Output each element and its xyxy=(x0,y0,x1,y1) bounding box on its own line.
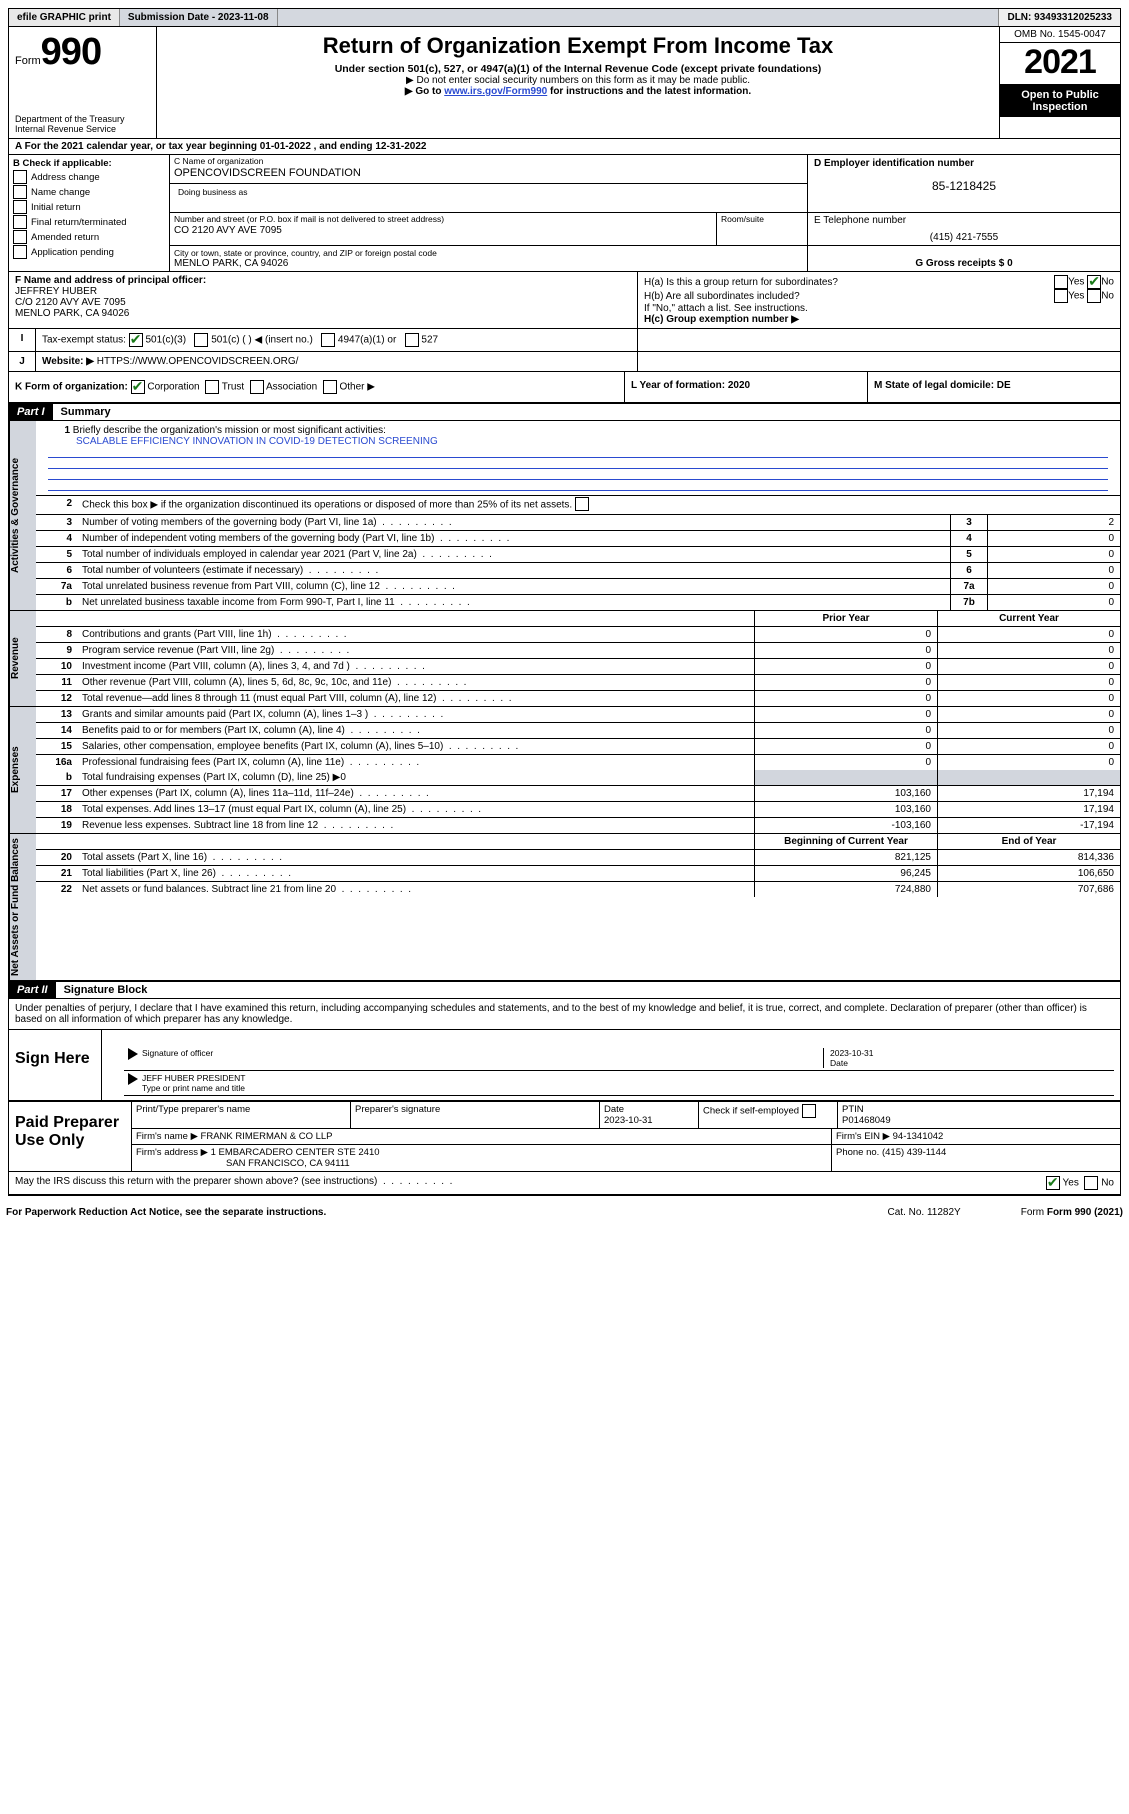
gov-row-5: 5 Total number of individuals employed i… xyxy=(36,547,1120,563)
row-9: 9 Program service revenue (Part VIII, li… xyxy=(36,643,1120,659)
dln: DLN: 93493312025233 xyxy=(999,9,1120,26)
chk-4947[interactable] xyxy=(321,333,335,347)
row-19: 19 Revenue less expenses. Subtract line … xyxy=(36,818,1120,833)
paid-preparer-label: Paid Preparer Use Only xyxy=(9,1102,132,1171)
sign-here-label: Sign Here xyxy=(9,1030,102,1100)
section-c-street: Number and street (or P.O. box if mail i… xyxy=(170,213,717,245)
chk-app-pending[interactable] xyxy=(13,245,27,259)
row-17: 17 Other expenses (Part IX, column (A), … xyxy=(36,786,1120,802)
form-id-box: Form990 Department of the Treasury Inter… xyxy=(9,27,157,138)
ha-no[interactable] xyxy=(1087,275,1101,289)
section-f: F Name and address of principal officer:… xyxy=(9,272,638,328)
governance-label: Activities & Governance xyxy=(9,421,36,610)
chk-name-change[interactable] xyxy=(13,185,27,199)
section-d: D Employer identification number 85-1218… xyxy=(808,155,1120,212)
end-year-hdr: End of Year xyxy=(937,834,1120,849)
chk-assoc[interactable] xyxy=(250,380,264,394)
chk-501c[interactable] xyxy=(194,333,208,347)
gov-row-b: b Net unrelated business taxable income … xyxy=(36,595,1120,610)
omb: OMB No. 1545-0047 xyxy=(1000,27,1120,43)
form-title: Return of Organization Exempt From Incom… xyxy=(165,33,991,59)
ha-yes[interactable] xyxy=(1054,275,1068,289)
chk-self-employed[interactable] xyxy=(802,1104,816,1118)
open-public: Open to Public Inspection xyxy=(1000,85,1120,117)
chk-501c3[interactable] xyxy=(129,333,143,347)
section-b: B Check if applicable: Address change Na… xyxy=(9,155,170,271)
title-center: Return of Organization Exempt From Incom… xyxy=(157,27,999,138)
section-j: Website: ▶ HTTPS://WWW.OPENCOVIDSCREEN.O… xyxy=(36,352,638,371)
section-k: K Form of organization: Corporation Trus… xyxy=(9,372,625,402)
chk-527[interactable] xyxy=(405,333,419,347)
expenses-label: Expenses xyxy=(9,707,36,833)
mission-link[interactable]: SCALABLE EFFICIENCY INNOVATION IN COVID-… xyxy=(76,436,438,447)
irs-yes[interactable] xyxy=(1046,1176,1060,1190)
revenue-label: Revenue xyxy=(9,611,36,706)
prior-year-hdr: Prior Year xyxy=(754,611,937,626)
row-13: 13 Grants and similar amounts paid (Part… xyxy=(36,707,1120,723)
row-20: 20 Total assets (Part X, line 16) 821,12… xyxy=(36,850,1120,866)
topbar: efile GRAPHIC print Submission Date - 20… xyxy=(9,9,1120,27)
row-14: 14 Benefits paid to or for members (Part… xyxy=(36,723,1120,739)
chk-address-change[interactable] xyxy=(13,170,27,184)
section-m: M State of legal domicile: DE xyxy=(868,372,1120,402)
may-irs-discuss: May the IRS discuss this return with the… xyxy=(15,1176,1046,1190)
chk-final-return[interactable] xyxy=(13,215,27,229)
submission-date: Submission Date - 2023-11-08 xyxy=(120,9,278,26)
declaration-text: Under penalties of perjury, I declare th… xyxy=(9,999,1120,1029)
row-22: 22 Net assets or fund balances. Subtract… xyxy=(36,882,1120,897)
chk-amended[interactable] xyxy=(13,230,27,244)
row-j-label: J xyxy=(9,352,36,371)
row-15: 15 Salaries, other compensation, employe… xyxy=(36,739,1120,755)
chk-other[interactable] xyxy=(323,380,337,394)
section-c-city: City or town, state or province, country… xyxy=(170,246,808,271)
form990-link[interactable]: www.irs.gov/Form990 xyxy=(444,86,547,97)
begin-year-hdr: Beginning of Current Year xyxy=(754,834,937,849)
current-year-hdr: Current Year xyxy=(937,611,1120,626)
row-16a: 16a Professional fundraising fees (Part … xyxy=(36,755,1120,770)
irs-no[interactable] xyxy=(1084,1176,1098,1190)
section-h: H(a) Is this a group return for subordin… xyxy=(638,272,1120,328)
section-i: Tax-exempt status: 501(c)(3) 501(c) ( ) … xyxy=(36,329,638,351)
tax-year: 2021 xyxy=(1000,43,1120,85)
chk-trust[interactable] xyxy=(205,380,219,394)
efile-print-button[interactable]: efile GRAPHIC print xyxy=(9,9,120,26)
arrow-icon xyxy=(128,1073,138,1085)
row-8: 8 Contributions and grants (Part VIII, l… xyxy=(36,627,1120,643)
section-a: A For the 2021 calendar year, or tax yea… xyxy=(9,139,1120,155)
chk-corp[interactable] xyxy=(131,380,145,394)
section-c-room: Room/suite xyxy=(717,213,808,245)
gov-row-7a: 7a Total unrelated business revenue from… xyxy=(36,579,1120,595)
gov-row-4: 4 Number of independent voting members o… xyxy=(36,531,1120,547)
gov-row-6: 6 Total number of volunteers (estimate i… xyxy=(36,563,1120,579)
page-footer: For Paperwork Reduction Act Notice, see … xyxy=(0,1204,1129,1221)
row-i-label: I xyxy=(9,329,36,351)
part-1-header: Part ISummary xyxy=(9,403,1120,421)
netassets-label: Net Assets or Fund Balances xyxy=(9,834,36,980)
row-12: 12 Total revenue—add lines 8 through 11 … xyxy=(36,691,1120,706)
section-l: L Year of formation: 2020 xyxy=(625,372,868,402)
sig-officer-line: Signature of officer xyxy=(142,1048,823,1068)
chk-initial-return[interactable] xyxy=(13,200,27,214)
hb-yes[interactable] xyxy=(1054,289,1068,303)
section-c-name: C Name of organization OPENCOVIDSCREEN F… xyxy=(170,155,808,212)
section-e: E Telephone number (415) 421-7555 xyxy=(808,213,1120,245)
chk-line2[interactable] xyxy=(575,497,589,511)
title-right: OMB No. 1545-0047 2021 Open to Public In… xyxy=(999,27,1120,138)
row-21: 21 Total liabilities (Part X, line 26) 9… xyxy=(36,866,1120,882)
arrow-icon xyxy=(128,1048,138,1060)
topbar-spacer xyxy=(278,9,1000,26)
hb-no[interactable] xyxy=(1087,289,1101,303)
section-g: G Gross receipts $ 0 xyxy=(808,246,1120,271)
row-18: 18 Total expenses. Add lines 13–17 (must… xyxy=(36,802,1120,818)
row-10: 10 Investment income (Part VIII, column … xyxy=(36,659,1120,675)
part-2-header: Part IISignature Block xyxy=(9,981,1120,999)
row-11: 11 Other revenue (Part VIII, column (A),… xyxy=(36,675,1120,691)
gov-row-3: 3 Number of voting members of the govern… xyxy=(36,515,1120,531)
